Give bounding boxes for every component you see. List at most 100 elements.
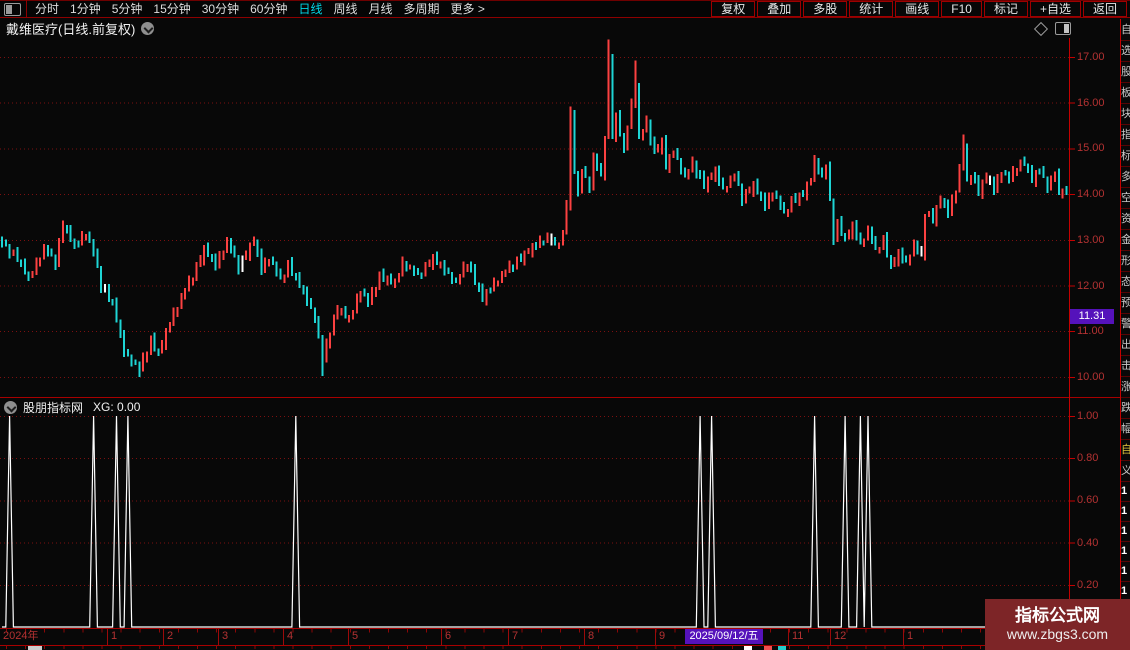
strip-item[interactable]: 自	[1121, 20, 1130, 41]
period-item-月线[interactable]: 月线	[368, 2, 393, 16]
status-fragment	[744, 646, 752, 650]
strip-item[interactable]: 自	[1121, 440, 1130, 461]
indicator-collapse-icon[interactable]	[4, 400, 17, 414]
toolbar-button-返回[interactable]: 返回	[1082, 1, 1127, 17]
period-item-多周期[interactable]: 多周期	[403, 2, 440, 16]
window-panel-icon[interactable]	[4, 2, 21, 16]
strip-item[interactable]: 1	[1121, 522, 1130, 542]
watermark-title: 指标公式网	[1015, 606, 1100, 625]
strip-item[interactable]: 义	[1121, 461, 1130, 482]
period-item-60分钟[interactable]: 60分钟	[250, 2, 288, 16]
status-fragment	[28, 646, 42, 650]
split-panel-icon[interactable]	[1055, 22, 1071, 35]
right-sidebar-strip[interactable]: 自选股板块指标多空资金形态预警出击涨跌幅自义1111111	[1121, 20, 1130, 598]
period-item-更多 >[interactable]: 更多 >	[450, 2, 485, 16]
strip-item[interactable]: 金	[1121, 230, 1130, 251]
toolbar-divider	[26, 0, 27, 18]
strip-item[interactable]: 选	[1121, 41, 1130, 62]
timeline-month-label: 7	[512, 630, 519, 642]
page-title: 戴维医疗(日线.前复权)	[6, 22, 136, 37]
indicator-value: XG: 0.00	[93, 400, 141, 414]
period-item-分时[interactable]: 分时	[35, 2, 60, 16]
strip-item[interactable]: 1	[1121, 502, 1130, 522]
strip-item[interactable]: 态	[1121, 272, 1130, 293]
price-axis-label: 15.00	[1077, 142, 1105, 155]
toolbar-button-画线[interactable]: 画线	[895, 1, 940, 17]
cursor-date-tag: 2025/09/12/五	[685, 629, 763, 644]
indicator-name: 股朋指标网	[23, 400, 84, 415]
price-axis-label: 13.00	[1077, 233, 1105, 246]
price-axis-label: 10.00	[1077, 370, 1105, 383]
strip-item[interactable]: 1	[1121, 542, 1130, 562]
price-axis-label: 12.00	[1077, 279, 1105, 292]
timeline-month-label: 2	[167, 630, 174, 642]
strip-item[interactable]: 多	[1121, 167, 1130, 188]
period-menu: 分时 1分钟 5分钟 15分钟 30分钟 60分钟 日线 周线 月线 多周期 更多 >	[35, 1, 485, 17]
toolbar-button-标记[interactable]: 标记	[983, 1, 1028, 17]
strip-item[interactable]: 标	[1121, 146, 1130, 167]
strip-item[interactable]: 1	[1121, 562, 1130, 582]
period-item-5分钟[interactable]: 5分钟	[111, 2, 143, 16]
timeline-month-label: 11	[792, 630, 804, 642]
period-item-1分钟[interactable]: 1分钟	[70, 2, 101, 16]
toolbar-button-复权[interactable]: 复权	[711, 1, 756, 17]
strip-item[interactable]: 板	[1121, 83, 1130, 104]
toolbar-button-叠加[interactable]: 叠加	[757, 1, 802, 17]
timeline-month-label: 1	[907, 630, 914, 642]
timeline-month-label: 8	[588, 630, 595, 642]
watermark: 指标公式网 www.zbgs3.com	[985, 599, 1130, 650]
diamond-icon[interactable]	[1033, 21, 1049, 36]
last-price-tag: 11.31	[1070, 309, 1114, 325]
indicator-axis-label: 0.20	[1077, 578, 1099, 591]
toolbar-actions: 复权 叠加 多股 统计 画线 F10 标记 +自选 返回	[711, 1, 1127, 17]
strip-item[interactable]: 形	[1121, 251, 1130, 272]
price-axis-label: 17.00	[1077, 51, 1105, 63]
price-axis-label: 14.00	[1077, 188, 1105, 201]
timeline-month-label: 5	[352, 630, 359, 642]
strip-item[interactable]: 幅	[1121, 419, 1130, 440]
title-right-icons	[1033, 21, 1071, 36]
indicator-axis-label: 0.40	[1077, 536, 1099, 549]
indicator-header: 股朋指标网 XG: 0.00	[0, 399, 140, 415]
strip-item[interactable]: 指	[1121, 125, 1130, 146]
strip-item[interactable]: 空	[1121, 188, 1130, 209]
toolbar-button-统计[interactable]: 统计	[849, 1, 894, 17]
strip-item[interactable]: 预	[1121, 293, 1130, 314]
timeline-month-label: 4	[287, 630, 294, 642]
title-collapse-icon[interactable]	[141, 22, 155, 35]
indicator-axis-label: 1.00	[1077, 410, 1099, 422]
strip-item[interactable]: 1	[1121, 482, 1130, 502]
timeline-month-label: 9	[659, 630, 666, 642]
timeline-month-label: 6	[445, 630, 452, 642]
status-fragment	[764, 646, 772, 650]
period-item-15分钟[interactable]: 15分钟	[153, 2, 191, 16]
timeline-year-label: 2024年	[3, 630, 39, 642]
period-item-日线[interactable]: 日线	[298, 2, 323, 16]
price-axis-label: 11.00	[1077, 325, 1104, 338]
top-toolbar: 分时 1分钟 5分钟 15分钟 30分钟 60分钟 日线 周线 月线 多周期 更多 > 复权 叠加 多股…	[0, 0, 1130, 18]
indicator-axis-label: 0.60	[1077, 494, 1099, 507]
strip-item[interactable]: 警	[1121, 314, 1130, 335]
toolbar-button-F10[interactable]: F10	[941, 1, 982, 17]
strip-item[interactable]: 1	[1121, 582, 1130, 598]
strip-item[interactable]: 股	[1121, 62, 1130, 83]
toolbar-button-多股[interactable]: 多股	[803, 1, 848, 17]
strip-item[interactable]: 资	[1121, 209, 1130, 230]
strip-item[interactable]: 击	[1121, 356, 1130, 377]
strip-item[interactable]: 出	[1121, 335, 1130, 356]
watermark-url: www.zbgs3.com	[1006, 626, 1109, 642]
period-item-30分钟[interactable]: 30分钟	[201, 2, 240, 16]
strip-item[interactable]: 跌	[1121, 398, 1130, 419]
status-fragment	[778, 646, 786, 650]
toolbar-button-+自选[interactable]: +自选	[1029, 1, 1081, 17]
timeline-month-label: 3	[222, 630, 229, 642]
indicator-axis-label: 0.80	[1077, 452, 1099, 465]
period-item-周线[interactable]: 周线	[333, 2, 358, 16]
timeline-month-label: 1	[111, 630, 118, 642]
price-axis-label: 16.00	[1077, 96, 1105, 109]
title-row: 戴维医疗(日线.前复权)	[0, 19, 1120, 38]
strip-item[interactable]: 涨	[1121, 377, 1130, 398]
strip-item[interactable]: 块	[1121, 104, 1130, 125]
